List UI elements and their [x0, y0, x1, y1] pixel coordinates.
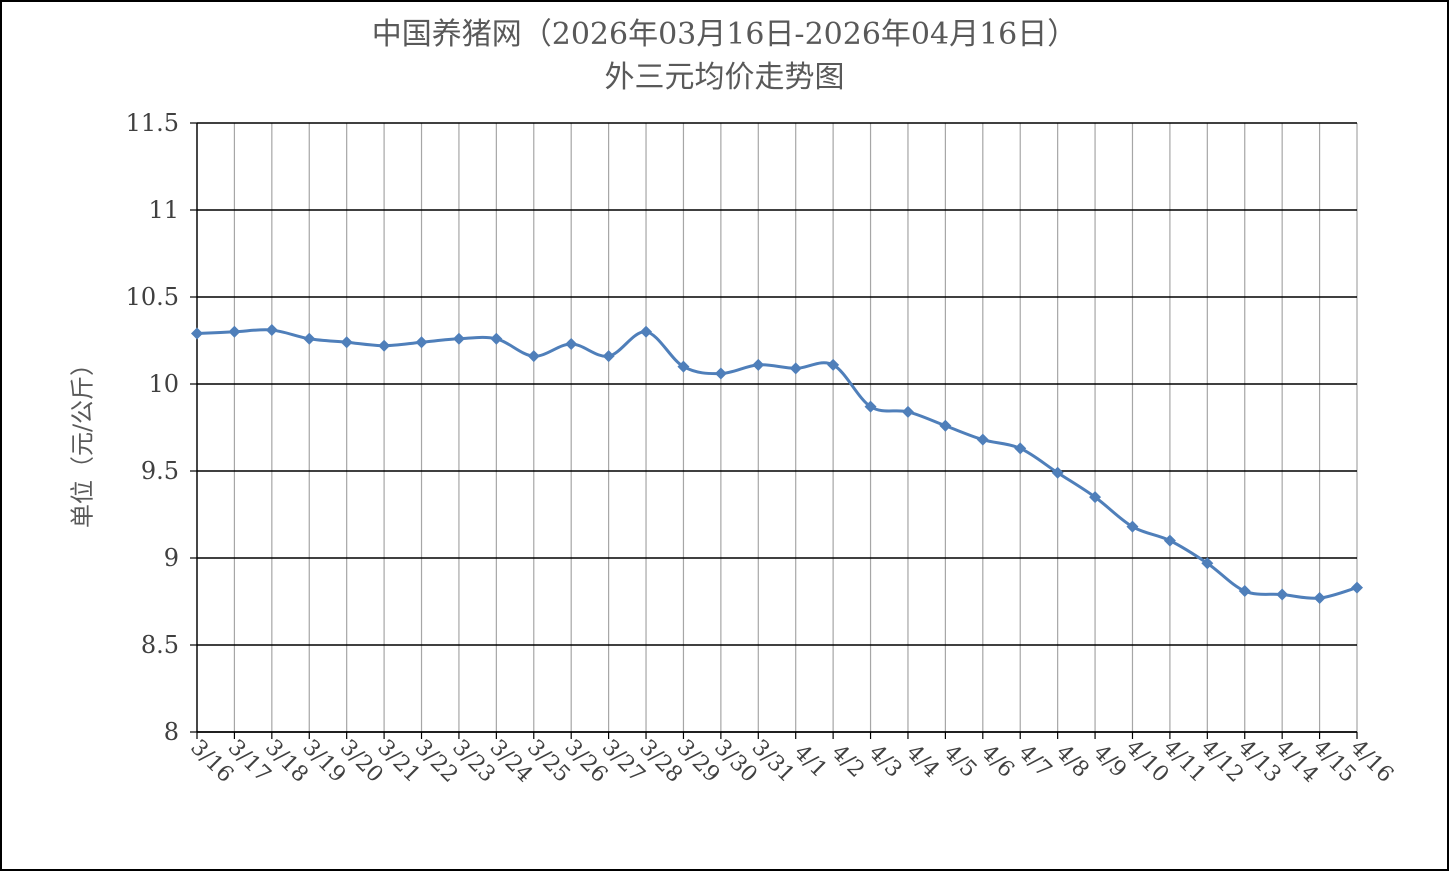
- y-tick-label: 9: [164, 544, 179, 572]
- y-tick-label: 11.5: [126, 109, 179, 137]
- y-tick-labels: 8 8.5 9 9.5 10 10.5 11 11.5: [126, 109, 179, 746]
- data-point-marker: [415, 336, 428, 349]
- data-point-marker: [340, 336, 353, 349]
- data-point-marker: [1201, 557, 1214, 570]
- data-point-marker: [714, 367, 727, 380]
- x-tick-label: 4/2: [826, 740, 869, 783]
- chart-title: 中国养猪网（2026年03月16日-2026年04月16日）: [371, 17, 1078, 52]
- y-tick-label: 9.5: [141, 457, 179, 485]
- data-point-marker: [265, 324, 278, 337]
- data-point-marker: [602, 350, 615, 363]
- x-tick-label: 4/7: [1013, 740, 1056, 783]
- data-point-marker: [1089, 491, 1102, 504]
- data-point-marker: [228, 325, 241, 338]
- data-point-marker: [378, 339, 391, 352]
- x-tick-label: 4/3: [864, 740, 907, 783]
- data-point-marker: [303, 332, 316, 345]
- data-point-marker: [827, 358, 840, 371]
- x-tick-label: 4/6: [976, 740, 1019, 783]
- axes: [190, 122, 1358, 739]
- x-tick-label: 4/4: [901, 740, 944, 783]
- x-tick-label: 4/5: [939, 740, 982, 783]
- data-point-marker: [452, 332, 465, 345]
- data-point-marker: [1276, 588, 1289, 601]
- data-point-marker: [752, 358, 765, 371]
- x-tick-label: 4/8: [1051, 740, 1094, 783]
- data-point-marker: [565, 337, 578, 350]
- data-point-marker: [789, 362, 802, 375]
- y-tick-label: 10.5: [126, 283, 179, 311]
- data-point-marker: [901, 405, 914, 418]
- data-point-marker: [1014, 442, 1027, 455]
- data-point-marker: [939, 419, 952, 432]
- y-tick-label: 10: [148, 370, 179, 398]
- x-tick-label: 4/1: [789, 740, 832, 783]
- horizontal-gridlines: [197, 122, 1357, 733]
- data-point-marker: [640, 325, 653, 338]
- data-point-marker: [1313, 592, 1326, 605]
- data-point-marker: [490, 332, 503, 345]
- chart-subtitle: 外三元均价走势图: [604, 60, 845, 95]
- data-point-marker: [1051, 466, 1064, 479]
- data-point-marker: [1351, 581, 1363, 594]
- y-tick-label: 8: [164, 718, 179, 746]
- y-tick-label: 8.5: [141, 631, 179, 659]
- data-point-marker: [1126, 520, 1139, 533]
- data-point-marker: [1163, 534, 1176, 547]
- data-point-marker: [527, 350, 540, 363]
- y-tick-label: 11: [148, 196, 179, 224]
- data-point-marker: [976, 433, 989, 446]
- data-point-marker: [864, 400, 877, 413]
- x-tick-label: 4/9: [1088, 740, 1131, 783]
- data-point-marker: [1238, 585, 1251, 598]
- data-point-marker: [191, 327, 203, 340]
- data-point-marker: [677, 360, 690, 373]
- x-tick-labels: 3/163/173/183/193/203/213/223/233/243/25…: [185, 735, 1398, 788]
- x-tick-label: 3/16: [185, 735, 238, 788]
- vertical-gridlines: [196, 123, 1358, 732]
- series-group: [191, 324, 1363, 605]
